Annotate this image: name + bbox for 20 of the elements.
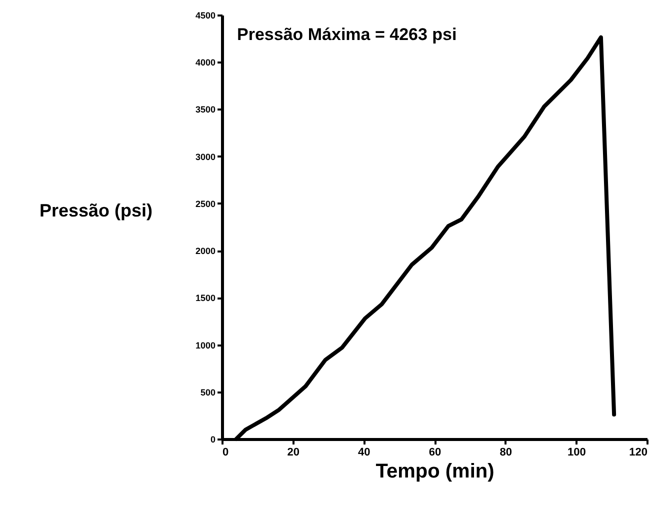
- y-tick-label: 3000: [195, 152, 216, 162]
- y-tick-label: 1500: [195, 293, 216, 304]
- x-tick-label: 40: [358, 446, 370, 458]
- y-tick-label: 4000: [195, 58, 216, 68]
- y-tick-label: 2000: [195, 246, 216, 256]
- x-tick-label: 60: [428, 446, 442, 458]
- y-tick-label: 1000: [195, 340, 216, 350]
- y-tick-label: 0: [210, 434, 216, 444]
- y-tick-label: 500: [200, 387, 216, 398]
- x-tick-label: 0: [222, 446, 229, 458]
- x-axis-title: Tempo (min): [376, 460, 494, 482]
- x-tick-label: 80: [500, 446, 512, 458]
- x-tick-label: 100: [567, 446, 586, 458]
- y-tick-label: 2500: [195, 198, 216, 209]
- y-axis-title: Pressão (psi): [39, 200, 153, 220]
- x-tick-label: 20: [287, 446, 300, 458]
- y-tick-label: 3500: [195, 104, 216, 115]
- y-tick-label: 4500: [195, 10, 216, 20]
- annotation: Pressão Máxima = 4263 psi: [237, 25, 457, 44]
- x-tick-label: 120: [629, 446, 648, 458]
